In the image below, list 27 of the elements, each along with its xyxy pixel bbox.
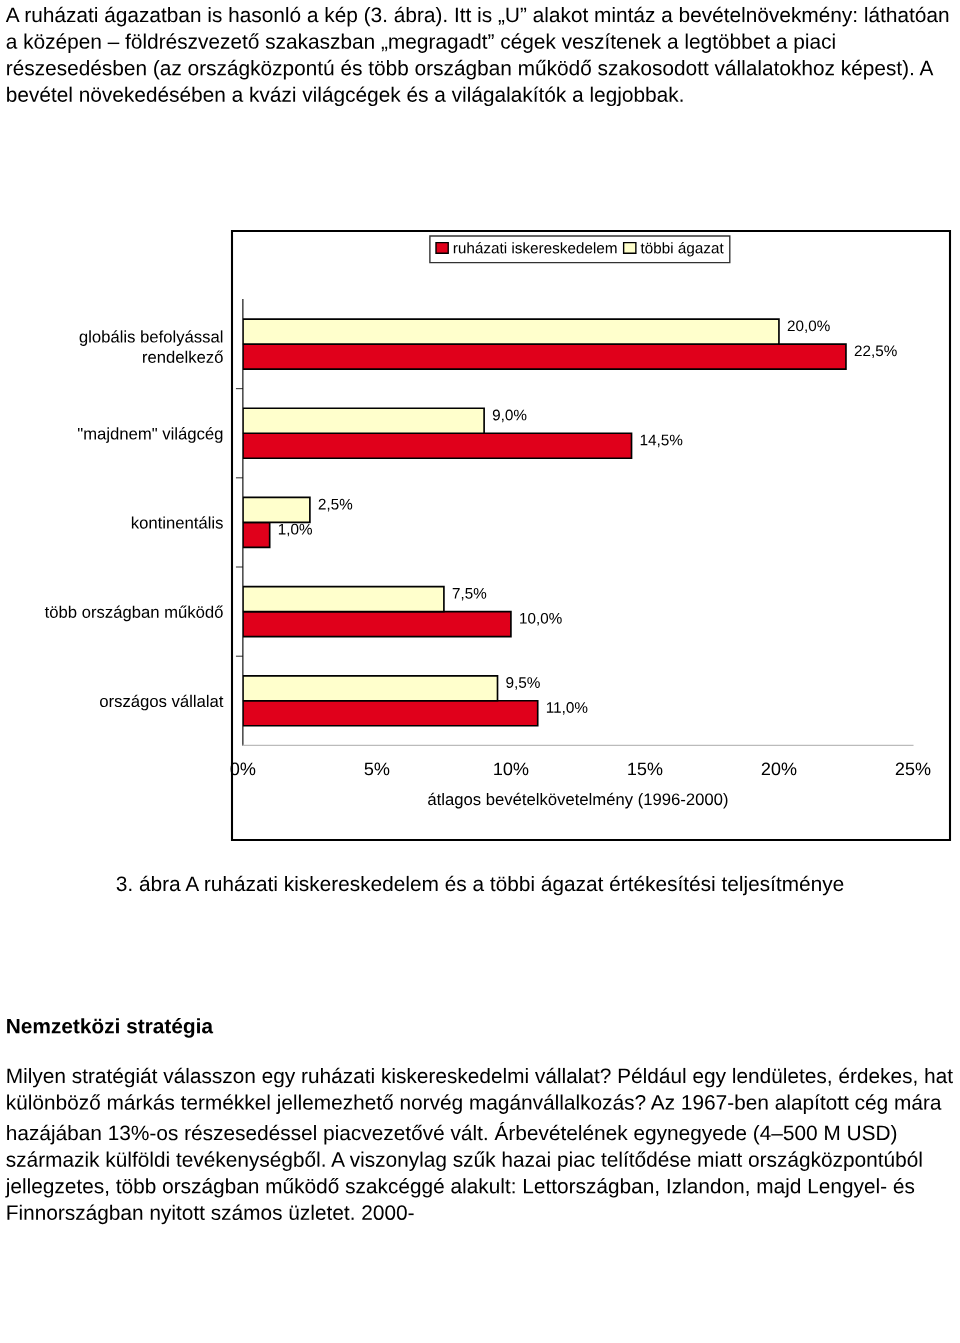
data-label: 9,0% bbox=[492, 409, 527, 423]
text: 3. ábra A ruházati kiskereskedelem és a többi ágazat értékesítési teljesítménye bbox=[116, 875, 844, 896]
y-tick-label: "majdnem" világcég bbox=[77, 427, 223, 443]
data-label: 14,5% bbox=[640, 434, 683, 448]
data-label: 9,5% bbox=[506, 677, 540, 690]
y-tick-label: több országban működő bbox=[44, 605, 223, 622]
data-label: 22,5% bbox=[854, 345, 897, 359]
y-tick-label: globális befolyással rendelkező bbox=[79, 330, 223, 363]
legend-label: többi ágazat bbox=[640, 242, 724, 257]
x-tick-label: 15% bbox=[628, 762, 663, 776]
data-label: 1,0% bbox=[278, 523, 312, 537]
y-tick-label: kontinentális bbox=[131, 516, 223, 529]
x-tick-label: 25% bbox=[895, 762, 931, 776]
data-label: 7,5% bbox=[452, 588, 487, 601]
data-label: 10,0% bbox=[520, 612, 562, 626]
text: Milyen stratégiát válasszon egy ruházati kiskereskedelmi vállalat? Például egy lendületes, érdekes, hat különböző márkás termékkel jellemezhető norvég magánvállalkozás? Az 1967-ben alapított cég mára hazájában 13%-os részesedéssel piacvezetővé vált. Árbevételének egynegyede (4–500 M USD) származik külföldi tevékenységből. A viszonylag szűk hazai piac telítődése miatt országközpontúból jellegzetes, több országban működő szakcéggé alakult: Lettországban, Izlandon, majd Lengyel- és Finnországban nyitott számos üzletet. 2000- bbox=[5, 1067, 953, 1225]
data-label: 2,5% bbox=[318, 498, 353, 512]
text: A ruházati ágazatban is hasonló a kép (3. ábra). Itt is „U” alakot mintáz a bevételnövekmény: láthatóan a középen – földrészvezető szakaszban „megragadt” cégek veszítenek a legtöbbet a piaci részesedésben (az országközpontú és több országban működő szakosodott vállalatokhoz képest). A bevétel növekedésében a kvázi világcégek és a világalakítók a legjobbak. bbox=[5, 6, 949, 107]
text: Nemzetközi stratégia bbox=[7, 1017, 214, 1038]
x-tick-label: 20% bbox=[761, 762, 797, 776]
data-label: 11,0% bbox=[546, 702, 588, 715]
x-tick-label: 5% bbox=[364, 762, 390, 776]
legend-label: ruházati iskereskedelem bbox=[453, 242, 617, 254]
data-label: 20,0% bbox=[787, 320, 830, 334]
y-tick-label: országos vállalat bbox=[100, 694, 224, 711]
x-axis-title: átlagos bevételkövetelmény (1996-2000) bbox=[428, 792, 728, 809]
x-tick-label: 10% bbox=[494, 762, 529, 776]
